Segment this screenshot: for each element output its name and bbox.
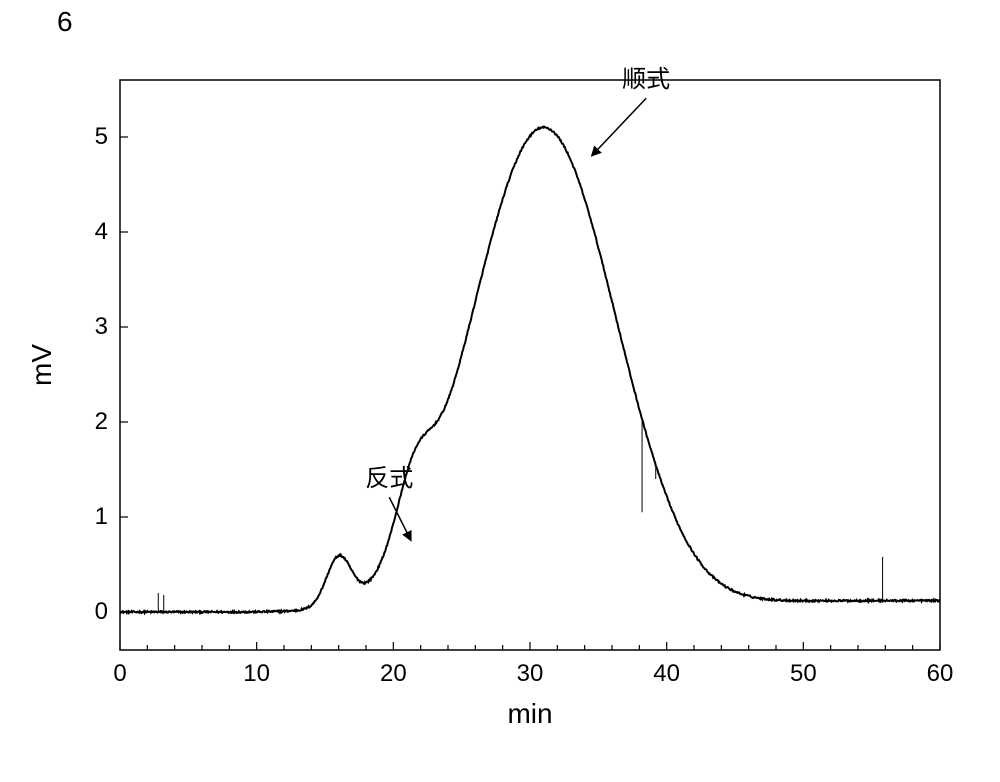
y-tick-label: 4 (95, 218, 108, 246)
axis-frame (120, 80, 940, 650)
x-ticks (120, 642, 940, 650)
y-tick-label: 2 (95, 408, 108, 436)
y-tick-label: 5 (95, 123, 108, 151)
annotation-arrow (592, 98, 647, 156)
y-axis-label: mV (26, 344, 58, 386)
data-curve (120, 127, 940, 613)
y-tick-label: 0 (95, 598, 108, 626)
x-tick-label: 30 (517, 660, 544, 688)
y-tick-label: 3 (95, 313, 108, 341)
x-tick-label: 0 (113, 660, 126, 688)
annotation-label: 反式 (365, 458, 413, 493)
y-ticks (120, 137, 128, 612)
x-tick-label: 50 (790, 660, 817, 688)
annotation-label: 顺式 (622, 59, 670, 94)
x-tick-label: 40 (653, 660, 680, 688)
annotation-arrow (389, 497, 411, 541)
chart-svg (120, 80, 940, 650)
chart-plot-area: min mV 0102030405060012345反式顺式 (120, 80, 940, 650)
x-tick-label: 20 (380, 660, 407, 688)
x-tick-label: 60 (927, 660, 954, 688)
y-tick-label: 1 (95, 503, 108, 531)
x-tick-label: 10 (243, 660, 270, 688)
figure-number-label: 6 (57, 6, 73, 38)
x-axis-label: min (507, 698, 552, 730)
